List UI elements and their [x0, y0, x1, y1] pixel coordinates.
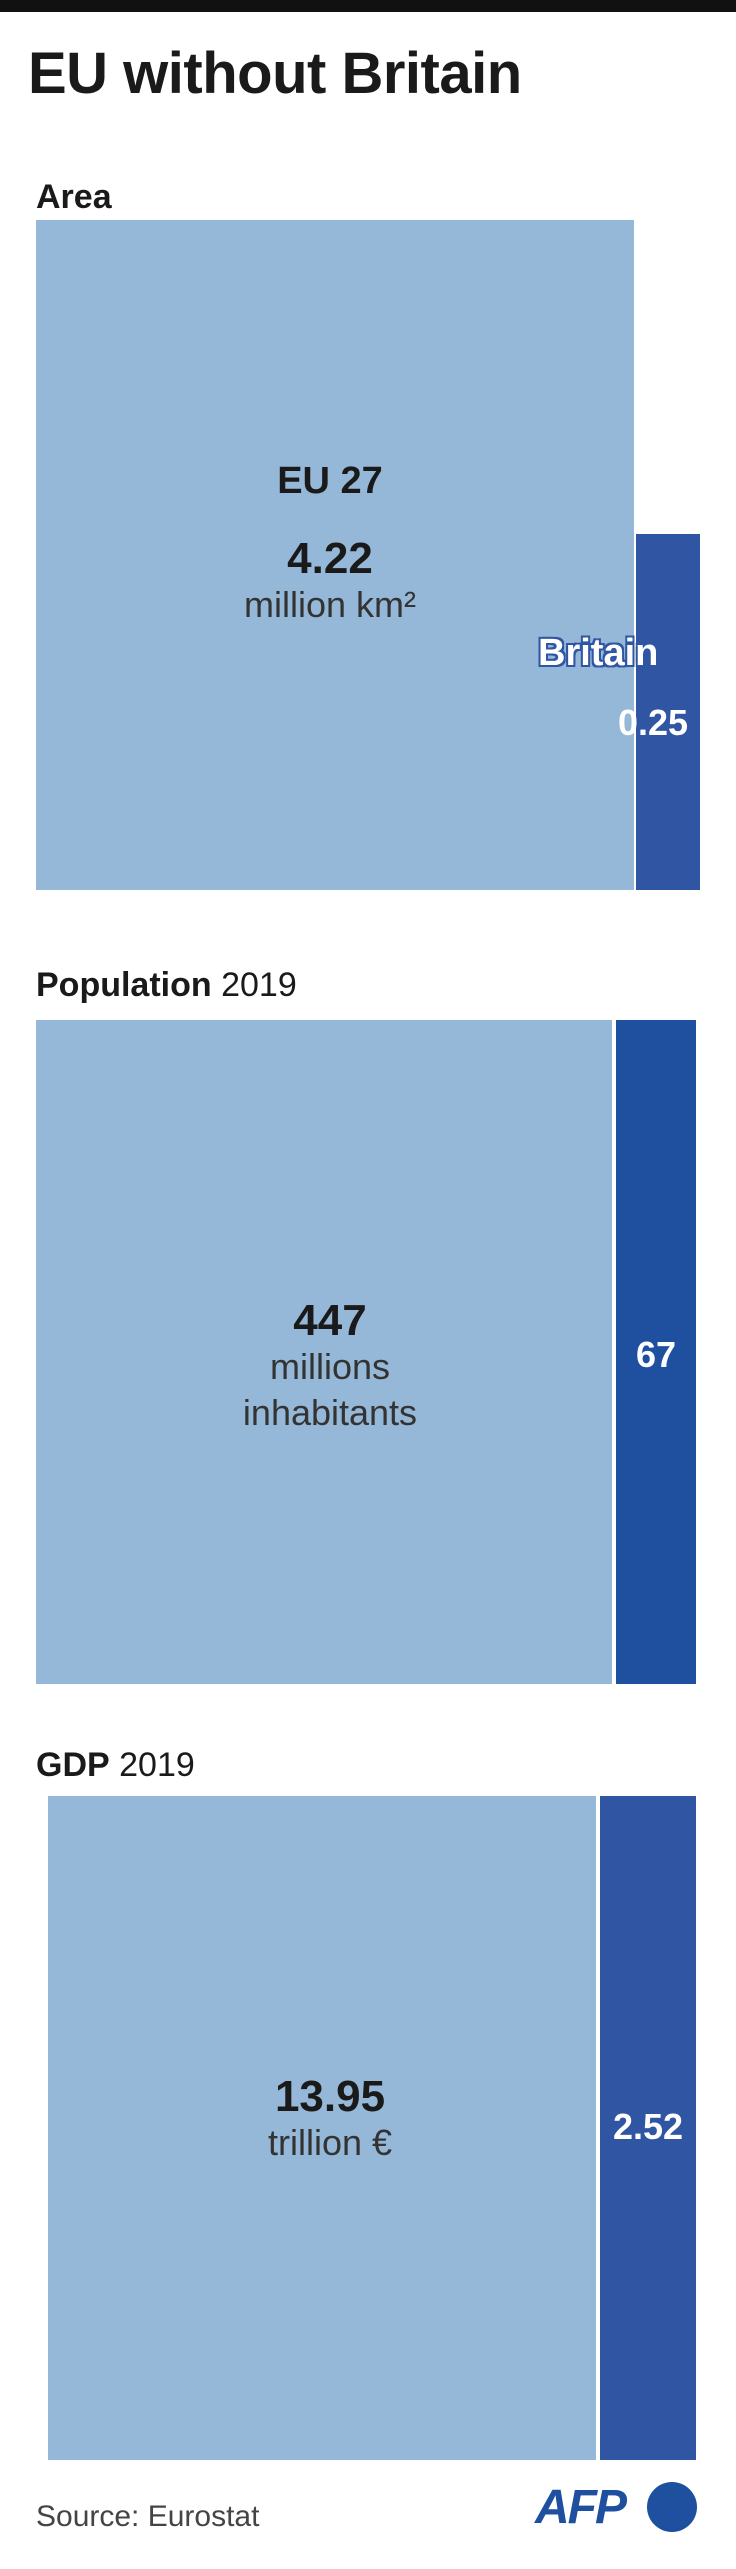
- gdp-eu-unit: trillion €: [267, 2122, 393, 2163]
- population-uk-block: [616, 1020, 696, 1684]
- area-section-label: Area: [36, 178, 112, 217]
- area-eu-value: 4.22: [287, 534, 373, 583]
- population-eu-value: 447: [293, 1296, 367, 1345]
- area-eu-name: EU 27: [277, 460, 383, 502]
- area-uk-name: Britain: [538, 632, 659, 674]
- afp-logo: AFP: [535, 2478, 705, 2538]
- population-uk-value: 67: [635, 1334, 677, 1375]
- population-section-label: Population 2019: [36, 966, 297, 1005]
- area-uk-value: 0.25: [617, 702, 689, 743]
- top-rule: [0, 0, 736, 12]
- area-eu-block: [36, 220, 636, 890]
- population-label: Population: [36, 966, 212, 1004]
- gdp-eu-block: [48, 1796, 598, 2460]
- gdp-uk-block: [600, 1796, 696, 2460]
- page-title: EU without Britain: [28, 41, 522, 106]
- population-eu-unit-line1: millions: [269, 1346, 391, 1387]
- gdp-section-label: GDP 2019: [36, 1746, 195, 1785]
- source-note: Source: Eurostat: [36, 2500, 260, 2533]
- afp-logo-dot-icon: [647, 2482, 697, 2532]
- area-label: Area: [36, 178, 112, 216]
- afp-logo-text: AFP: [535, 2481, 627, 2534]
- gdp-uk-value: 2.52: [612, 2106, 684, 2147]
- gdp-label: GDP: [36, 1746, 110, 1784]
- gdp-year: 2019: [119, 1746, 195, 1784]
- gdp-eu-value: 13.95: [274, 2072, 386, 2121]
- population-year: 2019: [221, 966, 297, 1004]
- population-eu-value-group: 447 millions inhabitants: [170, 1298, 490, 1436]
- area-eu-unit: million km²: [243, 584, 416, 625]
- population-eu-block: [36, 1020, 614, 1684]
- area-eu-value-group: 4.22 million km²: [160, 536, 500, 628]
- area-uk-block: [636, 534, 700, 890]
- population-eu-unit-line2: inhabitants: [242, 1392, 418, 1433]
- gdp-eu-value-group: 13.95 trillion €: [170, 2074, 490, 2166]
